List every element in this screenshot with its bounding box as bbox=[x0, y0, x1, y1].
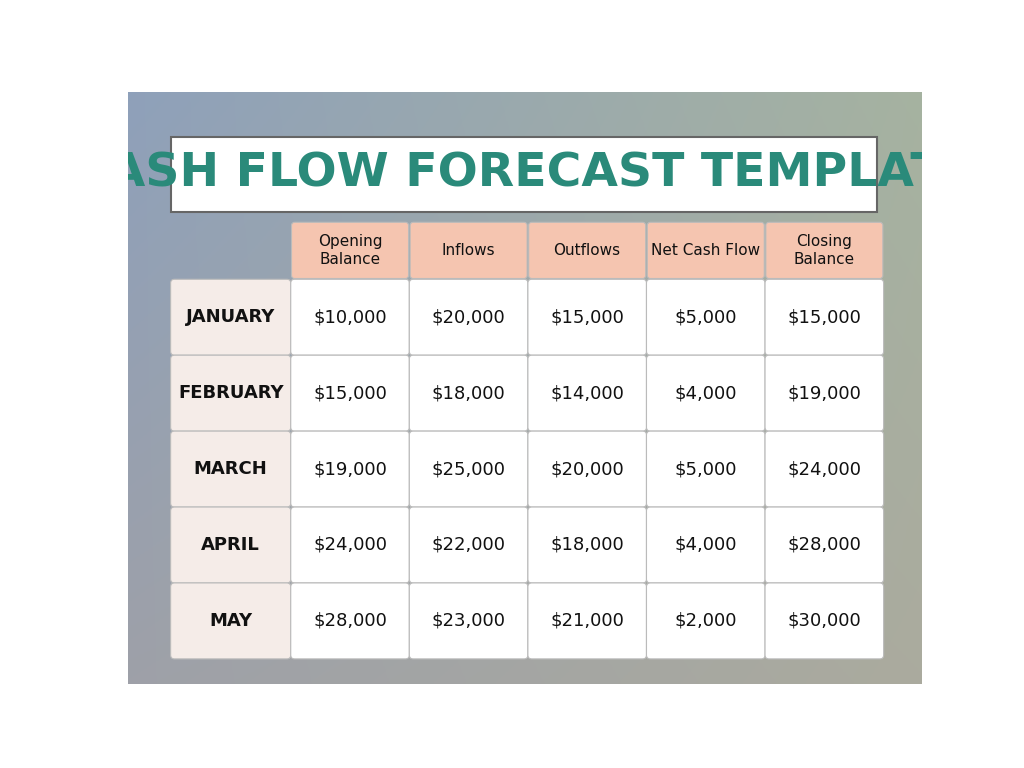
FancyBboxPatch shape bbox=[171, 280, 291, 355]
Text: Closing
Balance: Closing Balance bbox=[794, 234, 855, 266]
FancyBboxPatch shape bbox=[410, 222, 527, 279]
Text: $19,000: $19,000 bbox=[787, 384, 861, 402]
Text: $20,000: $20,000 bbox=[550, 460, 624, 478]
Text: $5,000: $5,000 bbox=[675, 460, 737, 478]
FancyBboxPatch shape bbox=[171, 355, 291, 431]
Text: JANUARY: JANUARY bbox=[186, 308, 275, 326]
Text: $5,000: $5,000 bbox=[675, 308, 737, 326]
FancyBboxPatch shape bbox=[765, 583, 884, 659]
FancyBboxPatch shape bbox=[646, 280, 765, 355]
FancyBboxPatch shape bbox=[410, 583, 528, 659]
FancyBboxPatch shape bbox=[171, 431, 291, 507]
FancyBboxPatch shape bbox=[171, 583, 291, 659]
FancyBboxPatch shape bbox=[766, 222, 883, 279]
FancyBboxPatch shape bbox=[528, 222, 646, 279]
Text: $15,000: $15,000 bbox=[787, 308, 861, 326]
FancyBboxPatch shape bbox=[765, 431, 884, 507]
Text: $30,000: $30,000 bbox=[787, 612, 861, 630]
FancyBboxPatch shape bbox=[291, 431, 410, 507]
Text: Net Cash Flow: Net Cash Flow bbox=[651, 243, 761, 258]
Text: $4,000: $4,000 bbox=[675, 536, 737, 554]
Text: $15,000: $15,000 bbox=[313, 384, 387, 402]
FancyBboxPatch shape bbox=[291, 280, 410, 355]
Text: MARCH: MARCH bbox=[194, 460, 267, 478]
FancyBboxPatch shape bbox=[646, 507, 765, 583]
Text: $10,000: $10,000 bbox=[313, 308, 387, 326]
Text: $22,000: $22,000 bbox=[431, 536, 506, 554]
Text: Opening
Balance: Opening Balance bbox=[317, 234, 382, 266]
Text: $21,000: $21,000 bbox=[550, 612, 624, 630]
FancyBboxPatch shape bbox=[410, 280, 528, 355]
Text: MAY: MAY bbox=[209, 612, 252, 630]
FancyBboxPatch shape bbox=[171, 507, 291, 583]
FancyBboxPatch shape bbox=[765, 355, 884, 431]
FancyBboxPatch shape bbox=[646, 355, 765, 431]
FancyBboxPatch shape bbox=[765, 507, 884, 583]
Text: $19,000: $19,000 bbox=[313, 460, 387, 478]
Text: APRIL: APRIL bbox=[202, 536, 260, 554]
Text: $20,000: $20,000 bbox=[432, 308, 506, 326]
Text: $2,000: $2,000 bbox=[675, 612, 737, 630]
FancyBboxPatch shape bbox=[171, 137, 878, 211]
FancyBboxPatch shape bbox=[647, 222, 764, 279]
FancyBboxPatch shape bbox=[291, 583, 410, 659]
FancyBboxPatch shape bbox=[528, 431, 646, 507]
FancyBboxPatch shape bbox=[291, 355, 410, 431]
FancyBboxPatch shape bbox=[765, 280, 884, 355]
Text: CASH FLOW FORECAST TEMPLATE: CASH FLOW FORECAST TEMPLATE bbox=[74, 151, 975, 197]
Text: $28,000: $28,000 bbox=[787, 536, 861, 554]
FancyBboxPatch shape bbox=[410, 355, 528, 431]
Text: $4,000: $4,000 bbox=[675, 384, 737, 402]
FancyBboxPatch shape bbox=[646, 583, 765, 659]
Text: Outflows: Outflows bbox=[554, 243, 621, 258]
Text: $14,000: $14,000 bbox=[550, 384, 624, 402]
Text: Inflows: Inflows bbox=[441, 243, 496, 258]
FancyBboxPatch shape bbox=[410, 507, 528, 583]
FancyBboxPatch shape bbox=[291, 507, 410, 583]
Text: $24,000: $24,000 bbox=[787, 460, 861, 478]
FancyBboxPatch shape bbox=[410, 431, 528, 507]
Text: FEBRUARY: FEBRUARY bbox=[178, 384, 284, 402]
FancyBboxPatch shape bbox=[528, 355, 646, 431]
Text: $15,000: $15,000 bbox=[550, 308, 624, 326]
Text: $25,000: $25,000 bbox=[431, 460, 506, 478]
FancyBboxPatch shape bbox=[646, 431, 765, 507]
Text: $28,000: $28,000 bbox=[313, 612, 387, 630]
Text: $18,000: $18,000 bbox=[550, 536, 624, 554]
Text: $23,000: $23,000 bbox=[431, 612, 506, 630]
FancyBboxPatch shape bbox=[528, 507, 646, 583]
FancyBboxPatch shape bbox=[528, 280, 646, 355]
Text: $18,000: $18,000 bbox=[432, 384, 506, 402]
Text: $24,000: $24,000 bbox=[313, 536, 387, 554]
FancyBboxPatch shape bbox=[292, 222, 409, 279]
FancyBboxPatch shape bbox=[528, 583, 646, 659]
